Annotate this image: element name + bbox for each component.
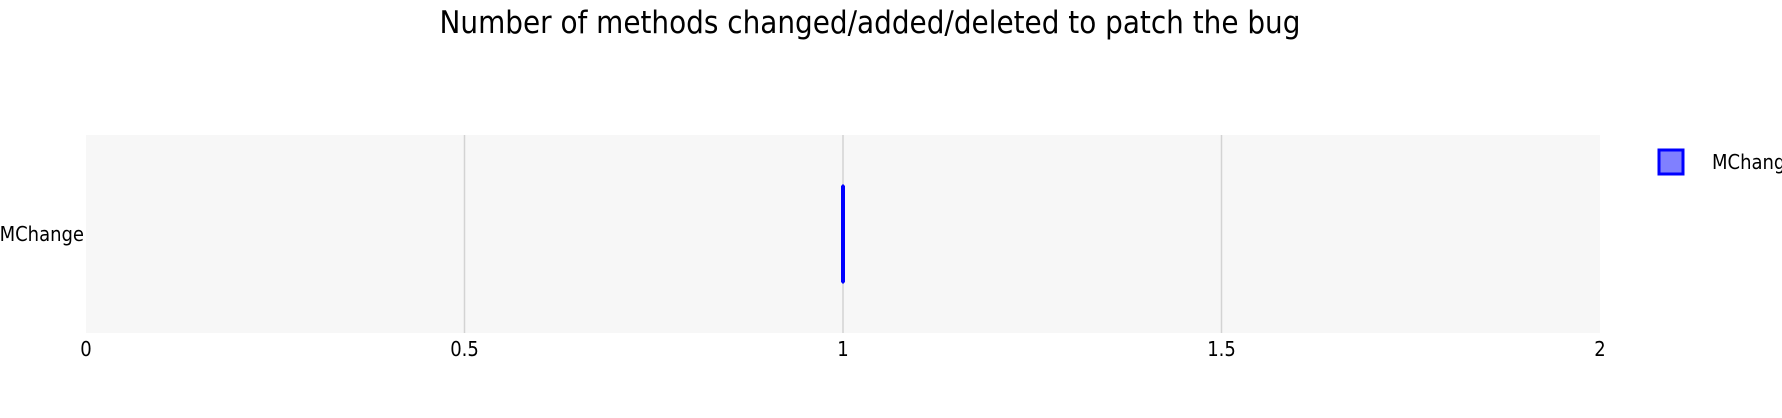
legend-swatch: [1657, 148, 1685, 176]
x-tick-label: 0: [80, 337, 91, 361]
x-tick-label: 1.5: [1207, 337, 1236, 361]
chart-title: Number of methods changed/added/deleted …: [440, 5, 1301, 41]
x-tick-label: 2: [1594, 337, 1605, 361]
y-axis-ticks: MChange: [0, 222, 84, 246]
legend: MChange: [1657, 148, 1782, 176]
legend-label: MChange: [1712, 150, 1782, 174]
x-tick-label: 0.5: [450, 337, 479, 361]
x-tick-label: 1: [837, 337, 848, 361]
x-axis-ticks: 0 0.5 1 1.5 2: [80, 337, 1605, 361]
y-tick-label: MChange: [0, 222, 84, 246]
